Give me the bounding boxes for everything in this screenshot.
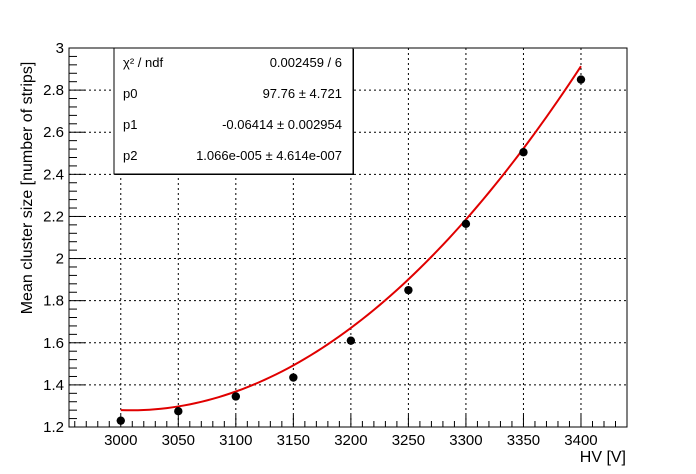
data-point: [519, 148, 528, 157]
y-tick-label: 1.4: [43, 377, 64, 394]
data-point: [404, 285, 413, 295]
data-point: [231, 392, 241, 401]
y-tick-label: 2.8: [43, 82, 64, 99]
x-tick-label: 3300: [449, 432, 482, 449]
y-tick-label: 2: [56, 251, 64, 268]
x-tick-label: 3100: [219, 432, 252, 449]
y-tick-label: 1.2: [43, 419, 64, 436]
x-tick-label: 3200: [334, 432, 367, 449]
fit-curve: [120, 65, 582, 412]
data-point: [289, 373, 298, 382]
stats-box-frame: [113, 47, 354, 175]
y-axis-title: Mean cluster size [number of strips]: [19, 62, 36, 315]
stats-value: 0.002459 / 6: [270, 55, 342, 70]
y-tick-label: 2.4: [43, 166, 64, 183]
y-tick-label: 2.6: [43, 124, 64, 141]
stats-value: 1.066e-005 ± 4.614e-007: [196, 148, 342, 163]
stats-label: p0: [123, 86, 137, 101]
y-tick-label: 2.2: [43, 208, 64, 225]
x-tick-label: 3000: [104, 432, 137, 449]
data-point: [116, 416, 125, 425]
stats-value: -0.06414 ± 0.002954: [222, 117, 342, 132]
stats-value: 97.76 ± 4.721: [263, 86, 342, 101]
y-tick-label: 3: [56, 40, 64, 57]
x-tick-label: 3350: [507, 432, 540, 449]
x-tick-label: 3050: [162, 432, 195, 449]
stats-label: p2: [123, 148, 137, 163]
stats-label: p1: [123, 117, 137, 132]
y-tick-label: 1.6: [43, 335, 64, 352]
stats-label: χ² / ndf: [123, 55, 163, 70]
data-point: [346, 336, 356, 345]
data-points: [116, 75, 586, 425]
x-tick-label: 3400: [564, 432, 597, 449]
data-point: [461, 219, 471, 229]
x-tick-label: 3150: [277, 432, 310, 449]
fit-curve-group: [120, 65, 582, 412]
x-tick-label: 3250: [392, 432, 425, 449]
y-tick-label: 1.8: [43, 293, 64, 310]
tick-labels: 3000 3050 3100 3150 3200 3250 3300 3350 3400 1.2 1…: [43, 40, 598, 449]
data-point: [576, 75, 586, 84]
data-point: [174, 407, 183, 416]
x-axis-title: HV [V]: [580, 449, 626, 466]
stats-box: χ² / ndf 0.002459 / 6 p0 97.76 ± 4.721 p1 -0.…: [113, 47, 354, 175]
